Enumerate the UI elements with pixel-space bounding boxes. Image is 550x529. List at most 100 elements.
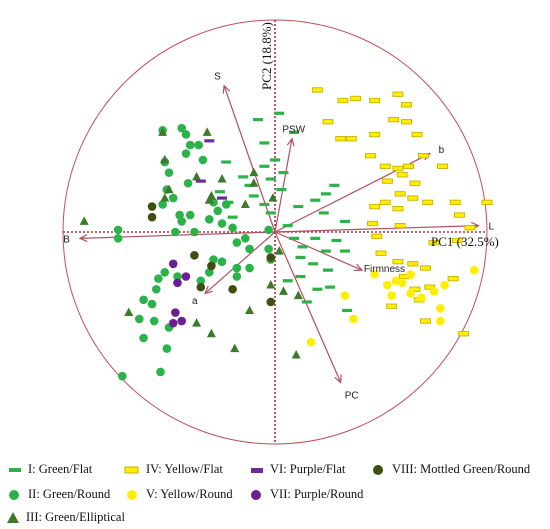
point-yellow-flat: [449, 199, 461, 205]
mottled-round-marker-icon: [373, 464, 383, 475]
loading-label-l: L: [489, 221, 495, 232]
point-green-flat: [265, 211, 276, 215]
point-yellow-round: [469, 265, 479, 275]
point-green-flat: [320, 249, 331, 253]
legend-label: III: Green/Elliptical: [26, 510, 125, 524]
point-green-flat: [297, 245, 308, 249]
point-green-elliptical: [164, 184, 174, 194]
point-purple-round: [181, 272, 191, 281]
point-yellow-flat: [345, 136, 357, 142]
loading-label-firmness: Firmness: [364, 264, 405, 275]
point-green-elliptical: [266, 280, 276, 289]
point-yellow-flat: [388, 116, 400, 123]
point-yellow-flat: [392, 165, 404, 172]
point-yellow-flat: [424, 284, 436, 290]
point-green-round: [232, 263, 242, 273]
point-green-round: [232, 238, 242, 247]
point-green-flat: [244, 183, 255, 187]
point-yellow-flat: [392, 259, 404, 265]
point-green-flat: [274, 111, 285, 115]
legend-item-yellow-flat: IV: Yellow/Flat: [124, 462, 223, 477]
point-green-flat: [339, 219, 350, 223]
point-green-flat: [331, 238, 342, 243]
loading-vector-a: [204, 231, 276, 294]
purple-round-marker-icon: [251, 489, 261, 500]
loading-label-b: b: [439, 145, 445, 156]
point-green-elliptical: [192, 171, 202, 181]
point-yellow-flat: [364, 153, 376, 159]
point-yellow-flat: [464, 225, 476, 231]
point-green-elliptical: [278, 286, 288, 295]
point-green-flat: [227, 215, 238, 219]
point-green-round: [113, 234, 123, 243]
point-green-elliptical: [249, 167, 259, 177]
point-yellow-flat: [417, 153, 429, 159]
point-green-elliptical: [245, 305, 255, 314]
point-green-elliptical: [291, 349, 301, 359]
legend-label: II: Green/Round: [28, 487, 111, 501]
point-green-elliptical: [274, 246, 284, 255]
point-green-flat: [289, 130, 300, 134]
point-green-round: [241, 234, 250, 243]
point-yellow-flat: [379, 163, 391, 169]
point-yellow-flat: [396, 172, 408, 178]
point-green-round: [149, 316, 159, 326]
loading-arrowhead-a: [204, 285, 213, 295]
point-yellow-round: [436, 316, 445, 326]
legend-item-purple-round: VII: Purple/Round: [250, 487, 363, 502]
point-mottled-round: [207, 261, 216, 271]
legend-label: I: Green/Flat: [28, 462, 93, 476]
loading-vector-psw: [274, 138, 293, 233]
point-green-round: [118, 371, 127, 381]
loading-vector-s: [223, 85, 276, 233]
loading-arrowhead-s: [222, 84, 231, 94]
point-yellow-flat: [420, 318, 431, 324]
point-green-round: [198, 155, 208, 165]
point-yellow-flat: [422, 199, 434, 205]
point-green-round: [164, 168, 174, 177]
yellow-round-marker-icon: [127, 489, 137, 500]
point-yellow-flat: [403, 163, 415, 169]
point-green-flat: [214, 190, 225, 194]
loading-arrowhead-b: [78, 234, 88, 243]
green-flat-marker-icon: [9, 467, 21, 472]
point-green-flat: [320, 192, 331, 196]
point-green-elliptical: [293, 290, 303, 300]
point-green-round: [171, 227, 180, 237]
point-green-round: [232, 272, 242, 281]
point-green-flat: [295, 255, 306, 260]
legend-item-green-round: II: Green/Round: [8, 487, 110, 502]
point-green-elliptical: [158, 127, 168, 136]
point-green-flat: [282, 279, 293, 283]
point-yellow-round: [416, 293, 426, 303]
point-purple-round: [168, 318, 178, 328]
point-yellow-round: [406, 270, 415, 279]
point-yellow-round: [383, 280, 392, 290]
legend: I: Green/Flat II: Green/Round III: Green…: [0, 446, 550, 529]
point-green-round: [156, 367, 165, 377]
point-yellow-flat: [386, 303, 398, 309]
point-green-elliptical: [249, 178, 259, 187]
point-green-flat: [310, 236, 321, 240]
legend-item-purple-flat: VI: Purple/Flat: [250, 462, 345, 477]
point-green-round: [217, 257, 227, 266]
point-yellow-round: [370, 270, 379, 279]
point-purple-round: [173, 278, 182, 288]
point-yellow-flat: [335, 136, 347, 142]
x-axis-label: PC1 (32.5%): [431, 234, 499, 249]
point-green-round: [185, 140, 195, 150]
loading-label-a: a: [192, 296, 198, 307]
green-round-marker-icon: [9, 489, 19, 500]
point-mottled-round: [266, 253, 276, 262]
point-green-round: [177, 123, 187, 133]
loading-arrowhead-pc: [334, 374, 342, 384]
loading-label-pc: PC: [345, 391, 359, 402]
point-green-flat: [253, 118, 264, 122]
point-purple-round: [168, 259, 178, 269]
point-green-round: [147, 299, 157, 309]
loading-vector-pc: [274, 231, 342, 383]
point-yellow-flat: [371, 233, 383, 239]
point-green-elliptical: [206, 328, 216, 338]
point-green-round: [217, 219, 227, 228]
point-green-flat: [323, 268, 333, 272]
